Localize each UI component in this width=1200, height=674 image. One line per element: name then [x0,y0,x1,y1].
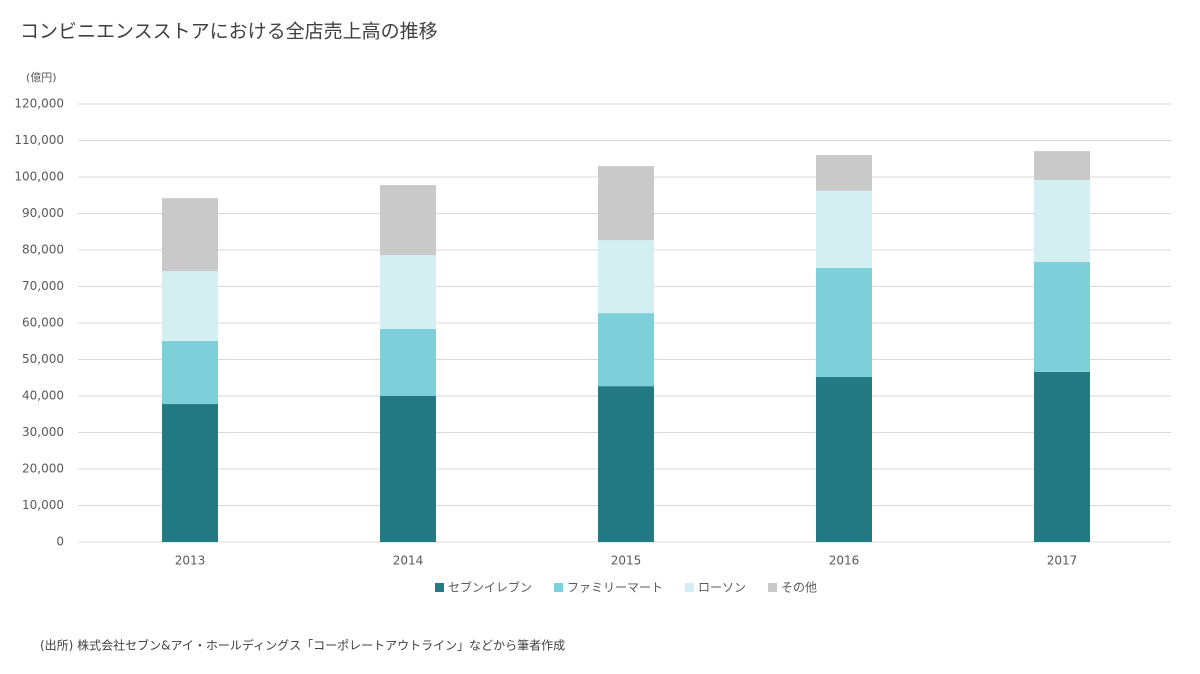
y-axis-label: (億円) [26,71,57,84]
legend-swatch [768,583,778,592]
x-tick-label: 2013 [175,554,206,568]
x-tick-label: 2014 [393,554,424,568]
y-tick-label: 20,000 [22,462,64,476]
y-tick-label: 120,000 [14,97,64,111]
bar-segment [1034,179,1090,263]
y-tick-label: 30,000 [22,425,64,439]
bar-segment [162,340,218,405]
bar-segment [162,271,218,341]
legend-label: ローソン [698,581,746,595]
legend-swatch [434,583,444,592]
x-tick-label: 2015 [611,554,642,568]
bar-segment [598,240,654,314]
legend-swatch [553,583,563,592]
y-tick-label: 90,000 [22,206,64,220]
legend-label: ファミリーマート [567,581,663,595]
chart-title: コンビニエンスストアにおける全店売上高の推移 [20,21,438,43]
x-tick-label: 2016 [829,554,860,568]
bar-segment [1034,262,1090,372]
bar-segment [816,267,872,378]
source-note: (出所) 株式会社セブン&アイ・ホールディングス「コーポレートアウトライン」など… [40,638,565,653]
legend-swatch [685,583,694,592]
x-tick-label: 2017 [1047,554,1078,568]
bar-segment [380,396,436,542]
bar-segment [816,190,872,268]
bar-segment [380,255,436,329]
bar-segment [598,166,654,241]
bar-segment [1034,151,1090,180]
y-tick-label: 70,000 [22,279,64,293]
bar-segment [380,185,436,256]
y-tick-label: 80,000 [22,243,64,257]
bar-segment [380,328,436,396]
y-tick-label: 100,000 [14,170,64,184]
y-tick-label: 110,000 [14,133,64,147]
bar-segment [1034,371,1090,542]
y-tick-label: 60,000 [22,316,64,330]
legend-label: セブンイレブン [448,580,532,595]
bar-segment [162,198,218,272]
bar-segment [816,155,872,191]
bar-segment [816,377,872,542]
y-tick-label: 40,000 [22,389,64,403]
y-tick-label: 10,000 [22,498,64,512]
bar-segment [598,386,654,542]
bar-segment [162,404,218,542]
y-tick-label: 0 [56,535,64,549]
y-tick-label: 50,000 [22,352,64,366]
legend-label: その他 [781,581,817,595]
bar-segment [598,313,654,387]
